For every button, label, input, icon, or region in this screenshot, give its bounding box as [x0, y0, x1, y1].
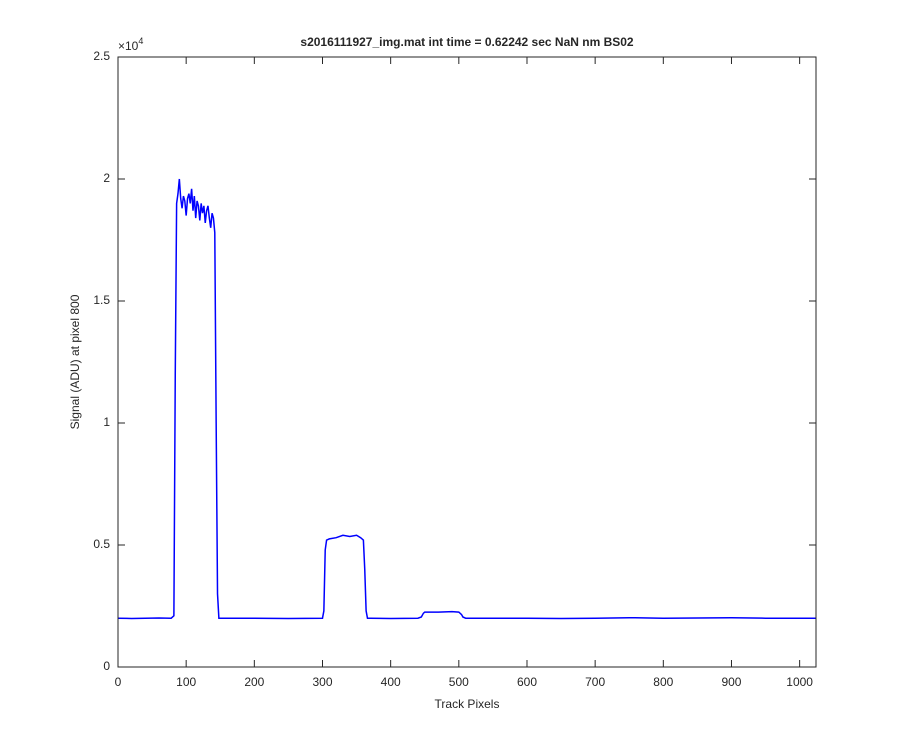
x-tick-label: 700: [585, 675, 605, 689]
x-tick-label: 300: [312, 675, 332, 689]
x-tick-label: 1000: [786, 675, 813, 689]
y-tick-label: 1.5: [93, 293, 110, 307]
x-tick-label: 600: [517, 675, 537, 689]
axes-box: [117, 56, 817, 668]
exponent-base: ×10: [118, 39, 139, 53]
y-tick-label: 2.5: [93, 49, 110, 63]
y-tick-label: 0: [103, 659, 110, 673]
x-axis-label: Track Pixels: [435, 697, 500, 711]
chart-title: s2016111927_img.mat int time = 0.62242 s…: [300, 35, 634, 49]
y-tick-label: 2: [103, 171, 110, 185]
y-tick-label: 0.5: [93, 537, 110, 551]
y-exponent: ×104: [118, 36, 143, 53]
x-tick-label: 0: [115, 675, 122, 689]
x-tick-label: 500: [449, 675, 469, 689]
x-tick-label: 800: [653, 675, 673, 689]
x-tick-label: 400: [381, 675, 401, 689]
exponent-power: 4: [138, 36, 143, 46]
data-line: [117, 178, 816, 620]
y-axis-label: Signal (ADU) at pixel 800: [68, 294, 82, 429]
y-tick-label: 1: [103, 415, 110, 429]
x-tick-label: 200: [244, 675, 264, 689]
x-tick-label: 100: [176, 675, 196, 689]
x-tick-label: 900: [721, 675, 741, 689]
